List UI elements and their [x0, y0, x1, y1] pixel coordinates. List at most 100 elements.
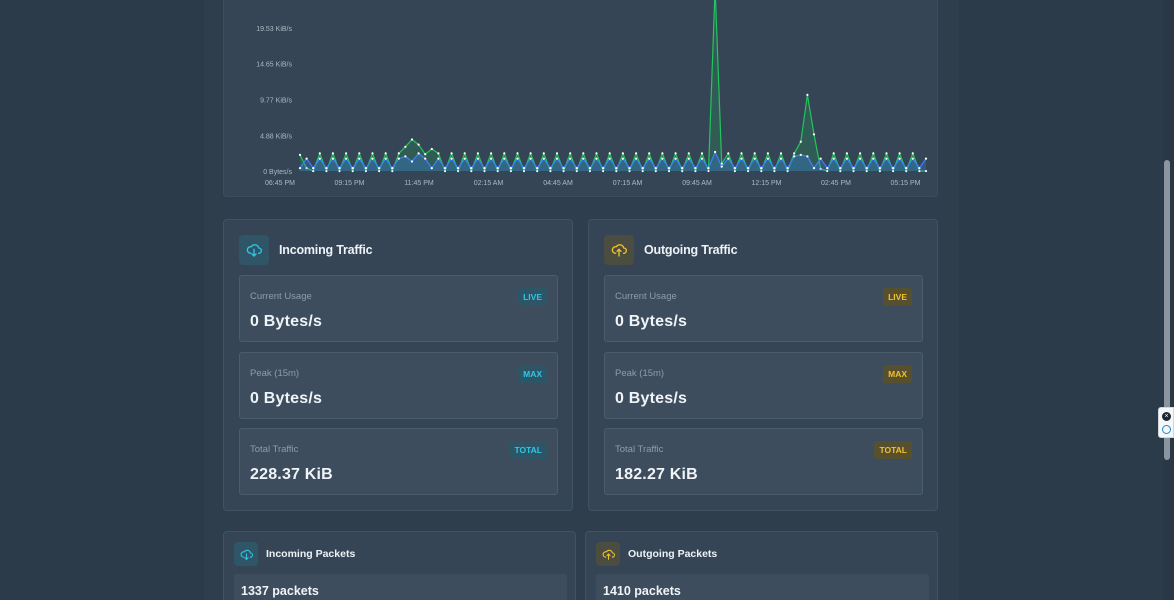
data-point: [602, 169, 605, 173]
data-point: [865, 167, 868, 170]
data-point: [542, 157, 545, 160]
outgoing-peak: Peak (15m) MAX 0 Bytes/s: [604, 352, 923, 419]
data-point: [305, 167, 308, 170]
cloud-upload-icon: [604, 235, 634, 265]
data-point: [555, 157, 559, 160]
data-point: [470, 167, 473, 170]
data-point: [654, 169, 657, 173]
data-point: [305, 157, 308, 160]
data-point: [615, 167, 618, 170]
data-point: [496, 169, 499, 173]
data-point: [615, 169, 618, 173]
data-point: [667, 169, 671, 173]
data-point: [331, 157, 334, 160]
incoming-traffic-header: Incoming Traffic: [239, 235, 373, 265]
data-point: [318, 152, 321, 155]
data-point: [898, 157, 901, 160]
outgoing-live-badge: LIVE: [883, 288, 912, 306]
data-point: [358, 152, 361, 155]
data-point: [819, 157, 822, 160]
data-point: [404, 145, 407, 148]
data-point: [417, 152, 420, 155]
data-point: [378, 167, 381, 170]
incoming-max-badge: MAX: [518, 365, 547, 383]
incoming-packets-value-box: 1337 packets: [234, 574, 567, 600]
incoming-current-value: 0 Bytes/s: [250, 313, 323, 330]
data-point: [740, 157, 743, 160]
data-point: [681, 167, 684, 170]
bandwidth-chart-card: 0 Bytes/s 4.88 KiB/s 9.77 KiB/s 14.65 KiB/s…: [223, 0, 938, 197]
x-tick-label: 05:15 PM: [891, 180, 921, 187]
data-point: [410, 138, 414, 141]
data-point: [806, 93, 809, 96]
data-point: [509, 167, 512, 170]
x-tick-label: 09:45 AM: [682, 180, 712, 187]
data-point: [490, 157, 493, 160]
data-point: [727, 152, 730, 155]
cloud-download-icon: [234, 542, 258, 566]
data-point: [766, 157, 770, 160]
data-point: [700, 152, 704, 155]
settings-icon[interactable]: [1162, 425, 1171, 434]
data-point: [325, 167, 328, 170]
side-widget[interactable]: ×: [1158, 407, 1174, 438]
data-point: [391, 169, 394, 173]
data-point: [918, 169, 921, 173]
incoming-live-badge: LIVE: [518, 288, 547, 306]
data-point: [536, 169, 539, 173]
outgoing-packets-card: Outgoing Packets 1410 packets: [585, 531, 938, 600]
incoming-peak-value: 0 Bytes/s: [250, 390, 323, 407]
x-tick-label: 11:45 PM: [404, 180, 434, 187]
outgoing-max-badge: MAX: [883, 365, 912, 383]
data-point: [878, 169, 882, 173]
data-point: [779, 157, 783, 160]
incoming-traffic-title: Incoming Traffic: [279, 243, 373, 257]
x-tick-label: 02:15 AM: [474, 180, 504, 187]
data-point: [298, 153, 302, 156]
incoming-total-badge: TOTAL: [509, 441, 547, 459]
incoming-packets-header: Incoming Packets: [234, 542, 355, 566]
data-point: [516, 152, 519, 155]
data-point: [852, 167, 855, 170]
data-point: [892, 169, 895, 173]
data-point: [331, 152, 334, 155]
data-point: [799, 153, 802, 156]
cloud-download-icon: [239, 235, 269, 265]
data-point: [424, 157, 427, 160]
data-point: [503, 152, 506, 155]
incoming-current-label: Current Usage: [250, 291, 312, 302]
data-point: [384, 157, 387, 160]
close-icon[interactable]: ×: [1162, 412, 1171, 421]
data-point: [667, 167, 671, 170]
data-point: [338, 167, 341, 170]
data-point: [529, 157, 532, 160]
data-point: [371, 152, 374, 155]
data-point: [812, 133, 816, 136]
data-point: [397, 152, 400, 155]
data-point: [536, 167, 539, 170]
data-point: [312, 169, 315, 173]
outgoing-packets-value-box: 1410 packets: [596, 574, 929, 600]
data-point: [628, 167, 631, 170]
x-tick-label: 04:45 AM: [543, 180, 573, 187]
x-tick-label: 12:15 PM: [752, 180, 782, 187]
y-tick-label: 4.88 KiB/s: [260, 133, 292, 140]
data-point: [687, 157, 690, 160]
data-point: [595, 152, 598, 155]
data-point: [905, 169, 908, 173]
data-point: [562, 169, 565, 173]
data-point: [648, 152, 651, 155]
data-point: [799, 140, 802, 143]
dashboard-container: 0 Bytes/s 4.88 KiB/s 9.77 KiB/s 14.65 KiB/s…: [204, 0, 959, 600]
data-point: [364, 167, 367, 170]
data-point: [654, 167, 657, 170]
data-point: [443, 169, 447, 173]
data-point: [635, 152, 638, 155]
data-point: [457, 167, 460, 170]
data-point: [463, 157, 466, 160]
data-point: [404, 155, 407, 158]
scrollbar-thumb[interactable]: [1164, 160, 1170, 460]
outgoing-current-label: Current Usage: [615, 291, 677, 302]
data-point: [878, 167, 882, 170]
data-point: [575, 169, 578, 173]
